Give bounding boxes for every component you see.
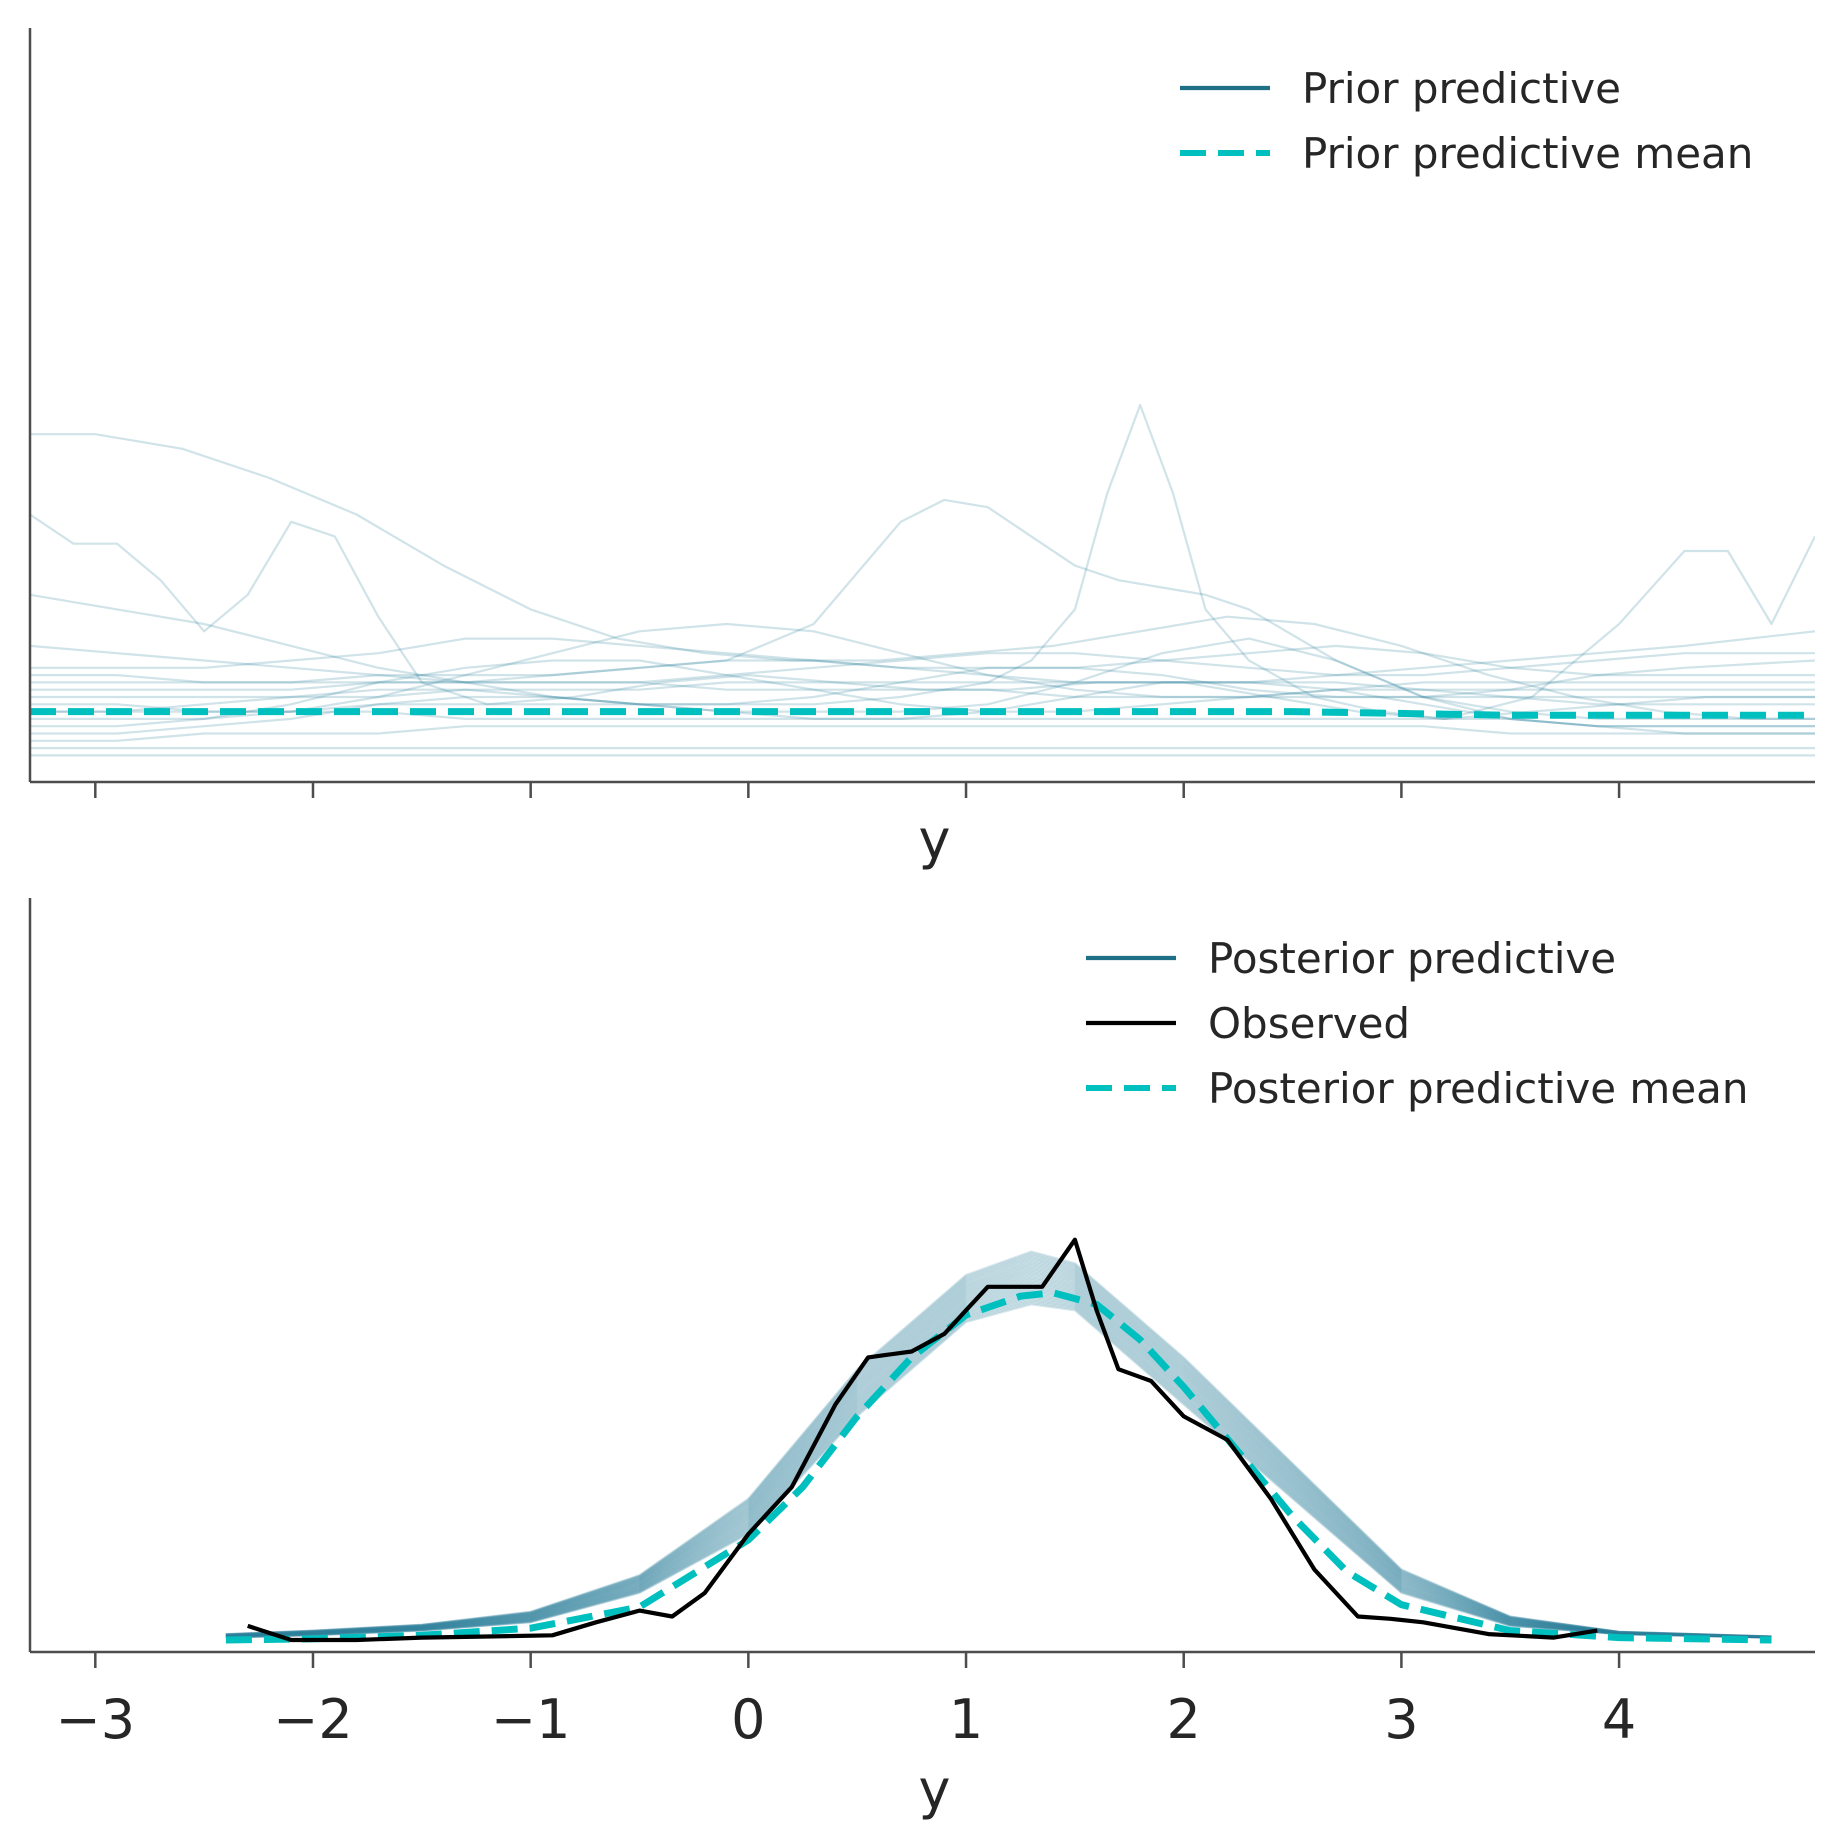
mean-line	[30, 708, 1815, 719]
prior-sample-line	[30, 403, 1815, 720]
x-tick-label: 1	[949, 1688, 983, 1751]
x-axis-label: y	[919, 808, 951, 871]
posterior-sample-line	[225, 1284, 1772, 1639]
posterior-sample-line	[225, 1285, 1772, 1639]
posterior-sample-line	[225, 1278, 1772, 1639]
prior-sample-line	[30, 659, 1815, 713]
posterior-sample-line	[225, 1281, 1772, 1639]
posterior-sample-line	[225, 1276, 1772, 1639]
posterior-sample-line	[225, 1263, 1772, 1638]
posterior-sample-line	[225, 1265, 1772, 1638]
prior-sample-line	[30, 681, 1815, 699]
posterior-sample-line	[225, 1269, 1772, 1638]
plot-area	[225, 1237, 1772, 1644]
posterior-sample-line	[225, 1291, 1772, 1639]
posterior-sample-line	[225, 1302, 1772, 1639]
posterior-sample-line	[225, 1253, 1772, 1638]
posterior-sample-line	[225, 1251, 1772, 1638]
prior-sample-line	[30, 681, 1815, 699]
prior-sample-line	[30, 637, 1815, 677]
prior-sample-line	[30, 433, 1815, 720]
posterior-sample-line	[225, 1296, 1772, 1639]
posterior-sample-line	[225, 1257, 1772, 1638]
x-tick-label: 3	[1384, 1688, 1418, 1751]
posterior-sample-line	[225, 1254, 1772, 1638]
prior-sample-line	[30, 630, 1815, 684]
posterior-sample-line	[225, 1295, 1772, 1639]
observed-line	[247, 1237, 1598, 1643]
posterior-sample-line	[225, 1261, 1772, 1638]
legend: Posterior predictive Observed Posterior pr…	[1086, 934, 1749, 1113]
posterior-sample-line	[225, 1258, 1772, 1638]
posterior-sample-line	[225, 1280, 1772, 1639]
prior-predictive-panel: y Prior predictive Prior predictive mean	[28, 28, 1815, 871]
posterior-sample-line	[225, 1250, 1772, 1638]
posterior-sample-line	[225, 1272, 1772, 1639]
prior-sample-line	[30, 513, 1815, 720]
posterior-sample-line	[225, 1268, 1772, 1638]
posterior-sample-line	[225, 1300, 1772, 1639]
posterior-sample-line	[225, 1266, 1772, 1638]
posterior-sample-line	[225, 1288, 1772, 1639]
x-axis-label: y	[919, 1758, 951, 1821]
x-tick-label: −1	[491, 1688, 571, 1751]
x-tick-label: −2	[273, 1688, 353, 1751]
posterior-sample-line	[225, 1255, 1772, 1638]
legend-label: Posterior predictive mean	[1208, 1064, 1749, 1113]
posterior-predictive-panel: −3 −2 −1 0 1 2 3 4 y Posterior predictive Observed…	[28, 898, 1815, 1821]
posterior-sample-line	[225, 1262, 1772, 1638]
mean-line	[225, 1289, 1772, 1644]
posterior-sample-line	[225, 1297, 1772, 1639]
legend-label: Posterior predictive	[1208, 934, 1616, 983]
posterior-sample-line	[225, 1293, 1772, 1639]
prior-sample-line	[30, 644, 1815, 684]
legend-label: Prior predictive	[1302, 64, 1621, 113]
legend: Prior predictive Prior predictive mean	[1180, 64, 1753, 178]
legend-label: Prior predictive mean	[1302, 129, 1753, 178]
posterior-sample-line	[225, 1292, 1772, 1639]
posterior-sample-line	[225, 1270, 1772, 1638]
posterior-sample-line	[225, 1259, 1772, 1638]
prior-sample-line	[30, 659, 1815, 728]
plot-area	[30, 403, 1815, 757]
posterior-sample-line	[225, 1274, 1772, 1639]
posterior-sample-line	[225, 1289, 1772, 1639]
prior-sample-line	[30, 498, 1815, 720]
prior-sample-line	[30, 622, 1815, 720]
legend-label: Observed	[1208, 999, 1410, 1048]
x-tick-label: 4	[1602, 1688, 1636, 1751]
posterior-sample-line	[225, 1277, 1772, 1639]
posterior-sample-line	[225, 1283, 1772, 1639]
posterior-sample-line	[225, 1303, 1772, 1639]
x-tick-label: 2	[1167, 1688, 1201, 1751]
prior-sample-line	[30, 725, 1815, 742]
x-tick-label: 0	[731, 1688, 765, 1751]
x-tick-label: −3	[56, 1688, 136, 1751]
posterior-sample-line	[225, 1299, 1772, 1639]
posterior-sample-line	[225, 1287, 1772, 1639]
posterior-sample-line	[225, 1273, 1772, 1639]
